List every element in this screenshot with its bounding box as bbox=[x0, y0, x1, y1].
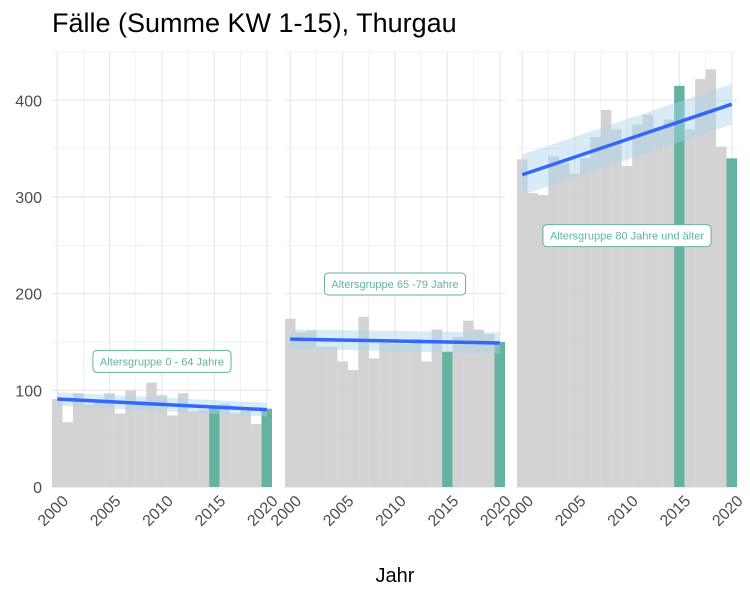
bar bbox=[198, 409, 210, 487]
bar bbox=[230, 413, 241, 487]
facet-annotation: Altersgruppe 0 - 64 Jahre bbox=[92, 349, 232, 373]
bar bbox=[305, 330, 317, 487]
trend-line bbox=[521, 102, 733, 177]
bar bbox=[295, 332, 306, 487]
annotation-label: Altersgruppe 80 Jahre und älter bbox=[550, 231, 704, 243]
bar bbox=[621, 166, 633, 488]
chart-title: Fälle (Summe KW 1-15), Thurgau bbox=[52, 8, 457, 38]
bar bbox=[146, 382, 157, 487]
bar bbox=[716, 146, 727, 487]
x-tick-label: 2010 bbox=[373, 493, 410, 530]
annotation-box bbox=[542, 224, 712, 248]
bar bbox=[569, 173, 580, 488]
bar bbox=[62, 422, 73, 487]
bar bbox=[219, 403, 231, 487]
highlight-bar bbox=[261, 408, 272, 487]
highlight-bar bbox=[726, 158, 737, 488]
bar bbox=[379, 342, 390, 487]
bar bbox=[177, 393, 189, 487]
bar bbox=[705, 69, 717, 488]
bar bbox=[527, 193, 538, 487]
y-tick-label: 300 bbox=[15, 190, 42, 207]
bar bbox=[389, 343, 401, 487]
y-tick-label: 200 bbox=[15, 287, 42, 304]
bar bbox=[653, 127, 664, 488]
bar bbox=[125, 390, 136, 487]
bar bbox=[410, 339, 422, 487]
y-tick-label: 100 bbox=[15, 383, 42, 400]
bar bbox=[83, 404, 94, 487]
bar bbox=[358, 316, 369, 487]
bar bbox=[93, 400, 105, 487]
bar bbox=[663, 119, 675, 488]
annotation-box bbox=[92, 349, 232, 373]
x-tick-label: 2010 bbox=[140, 493, 177, 530]
bar bbox=[251, 424, 262, 487]
bar bbox=[337, 361, 348, 487]
bar bbox=[188, 411, 199, 487]
bar bbox=[695, 79, 706, 488]
facet-panel: Altersgruppe 0 - 64 Jahre 2000 2005 2010 201… bbox=[35, 51, 282, 530]
bar bbox=[558, 163, 570, 487]
x-tick-label: 2015 bbox=[192, 493, 229, 530]
bar bbox=[684, 129, 696, 488]
bar bbox=[484, 334, 495, 487]
x-tick-label: 2015 bbox=[425, 493, 462, 530]
bar bbox=[240, 410, 252, 487]
bar bbox=[548, 156, 559, 487]
bar bbox=[167, 415, 178, 487]
facet-annotation: Altersgruppe 80 Jahre und älter bbox=[542, 224, 712, 248]
bar bbox=[579, 158, 591, 488]
x-tick-label: 2000 bbox=[35, 493, 72, 530]
x-tick-label: 2005 bbox=[320, 493, 357, 530]
bar bbox=[52, 399, 63, 487]
x-tick-label: 2005 bbox=[552, 493, 589, 530]
trend-line bbox=[57, 397, 267, 412]
bar bbox=[104, 393, 115, 487]
bar bbox=[421, 361, 432, 487]
bar bbox=[156, 395, 168, 487]
chart-panels: Altersgruppe 0 - 64 Jahre 2000 2005 2010 201… bbox=[35, 51, 747, 530]
bar bbox=[452, 337, 464, 487]
x-tick-label: 2020 bbox=[709, 493, 746, 530]
bar bbox=[135, 400, 147, 487]
bar bbox=[347, 370, 359, 487]
y-tick-label: 400 bbox=[15, 93, 42, 110]
annotation-label: Altersgruppe 0 - 64 Jahre bbox=[100, 356, 224, 368]
bar bbox=[114, 413, 126, 487]
trend-line bbox=[290, 337, 500, 345]
bar bbox=[611, 129, 622, 488]
bar bbox=[431, 329, 443, 487]
bar bbox=[285, 318, 296, 487]
x-tick-label: 2015 bbox=[657, 493, 694, 530]
bar bbox=[590, 137, 601, 488]
bar bbox=[473, 329, 485, 487]
bar bbox=[400, 343, 411, 487]
bar bbox=[316, 346, 327, 487]
bar bbox=[600, 110, 612, 487]
y-tick-label: 0 bbox=[33, 480, 42, 497]
bar bbox=[72, 393, 84, 487]
x-axis-title: Jahr bbox=[376, 565, 415, 587]
bar bbox=[463, 320, 474, 487]
highlight-bar bbox=[674, 85, 685, 487]
highlight-bar bbox=[442, 351, 453, 487]
x-tick-label: 2010 bbox=[605, 493, 642, 530]
x-tick-label: 2005 bbox=[87, 493, 124, 530]
bar bbox=[326, 346, 338, 487]
bar bbox=[642, 114, 654, 487]
highlight-bar bbox=[494, 342, 505, 487]
bar bbox=[368, 358, 380, 487]
bar bbox=[537, 195, 549, 488]
highlight-bar bbox=[209, 407, 220, 487]
bar bbox=[517, 159, 528, 488]
facet-annotation: Altersgruppe 65 -79 Jahre bbox=[323, 272, 467, 296]
bar bbox=[632, 124, 643, 487]
y-axis: 0 100 200 300 400 bbox=[15, 93, 42, 497]
annotation-box bbox=[323, 272, 467, 296]
annotation-label: Altersgruppe 65 -79 Jahre bbox=[331, 279, 458, 291]
